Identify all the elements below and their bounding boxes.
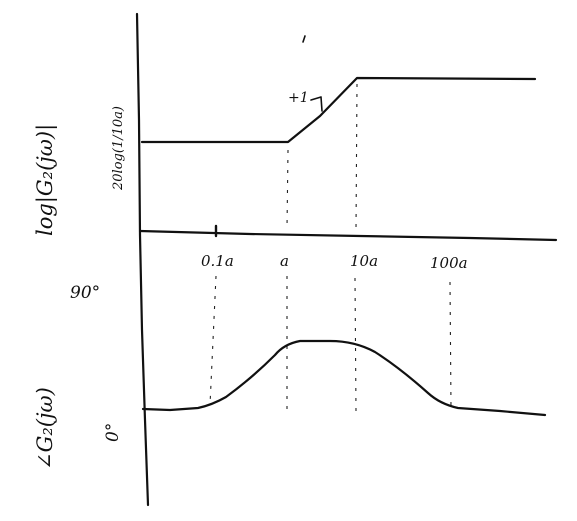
phase-tick-0: 0° (103, 423, 123, 442)
tick-label-a: a (280, 252, 289, 270)
tick-label-100a: 100a (430, 254, 468, 272)
phase-tick-90: 90° (70, 283, 100, 303)
magnitude-level-label: 20log(1/10a) (111, 106, 126, 191)
stray-mark (302, 35, 306, 43)
dash-0p1a-lower (209, 275, 217, 406)
slope-label: +1 (288, 90, 309, 106)
slope-bracket (310, 96, 323, 112)
vertical-axis (135, 12, 150, 507)
dash-10a-upper (355, 83, 358, 231)
phase-ylabel: ∠G₂(jω) (33, 387, 57, 470)
tick-label-10a: 10a (350, 252, 378, 270)
tick-label-0p1a: 0.1a (201, 252, 234, 270)
magnitude-curve (140, 76, 537, 144)
dash-a-upper (286, 149, 289, 229)
dash-10a-lower (354, 277, 357, 413)
dash-100a-lower (449, 281, 452, 409)
phase-curve (141, 339, 547, 417)
magnitude-ylabel: log|G₂(jω)| (33, 124, 58, 236)
frequency-axis (138, 229, 558, 242)
